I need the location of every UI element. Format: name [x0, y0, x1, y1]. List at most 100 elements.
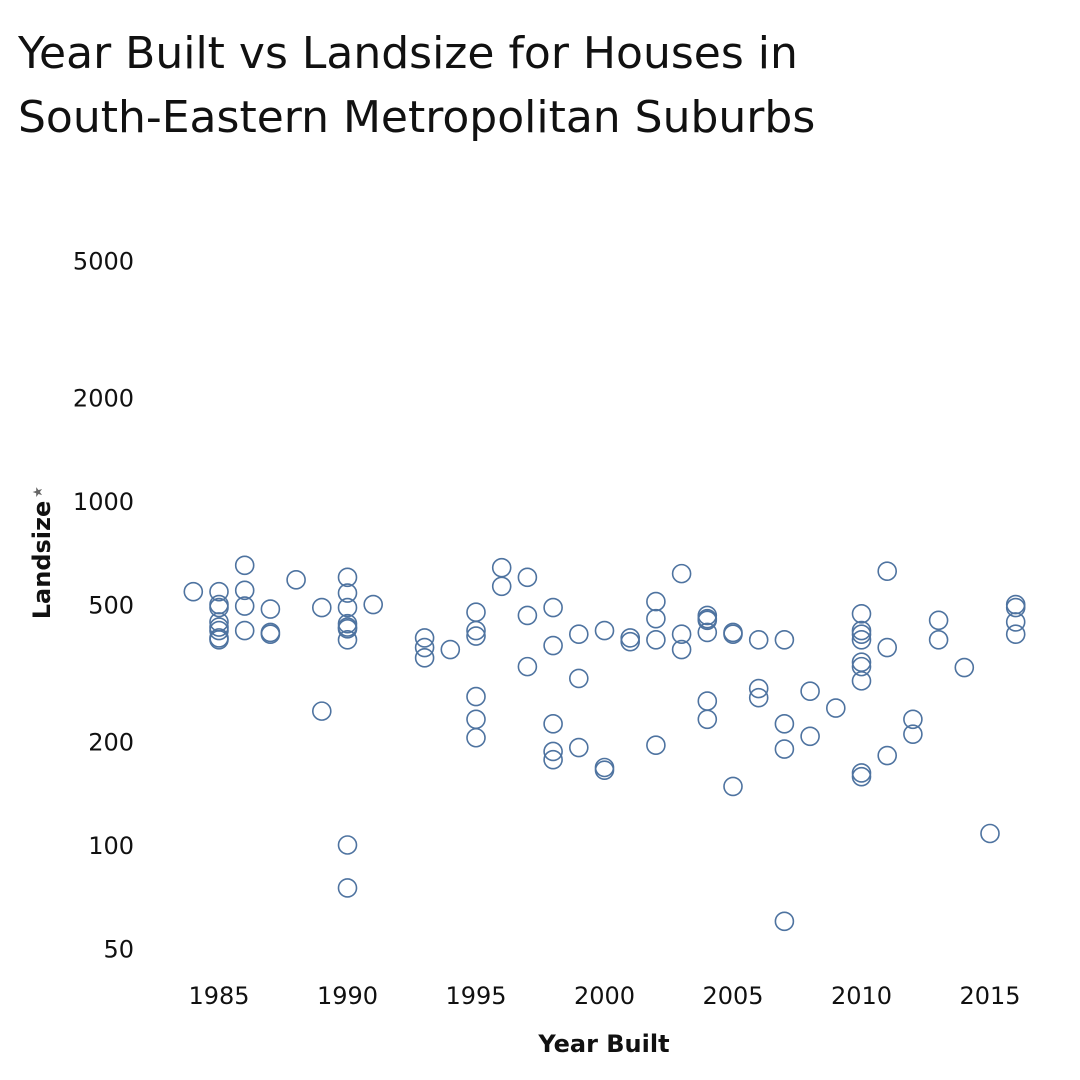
data-point[interactable] [646, 591, 666, 612]
data-point[interactable] [234, 596, 255, 616]
data-point[interactable] [260, 622, 281, 643]
data-point[interactable] [183, 581, 204, 602]
y-tick-label: 200 [88, 728, 134, 756]
data-point[interactable] [851, 763, 872, 783]
data-point[interactable] [414, 637, 435, 658]
data-point[interactable] [209, 581, 229, 602]
data-point[interactable] [697, 610, 718, 631]
data-point[interactable] [774, 714, 795, 734]
data-point[interactable] [774, 911, 795, 932]
data-point[interactable] [748, 687, 769, 708]
data-point[interactable] [646, 735, 666, 756]
data-point[interactable] [466, 709, 486, 730]
data-point[interactable] [774, 629, 795, 650]
data-point[interactable] [414, 648, 435, 668]
x-tick-label: 1990 [317, 982, 378, 1010]
data-point[interactable] [568, 668, 589, 689]
data-point[interactable] [851, 656, 872, 677]
data-point[interactable] [337, 878, 358, 898]
data-point[interactable] [825, 698, 846, 718]
data-point[interactable] [543, 749, 563, 770]
data-point[interactable] [1005, 597, 1026, 618]
data-point[interactable] [671, 563, 692, 584]
data-point[interactable] [928, 629, 949, 650]
data-point[interactable] [723, 622, 743, 643]
data-point[interactable] [620, 628, 641, 648]
data-point[interactable] [209, 629, 229, 650]
data-point[interactable] [851, 624, 872, 645]
data-point[interactable] [646, 608, 666, 629]
data-point[interactable] [980, 823, 1000, 844]
data-point[interactable] [286, 570, 306, 590]
data-point[interactable] [337, 597, 358, 618]
data-point[interactable] [337, 835, 358, 855]
data-point[interactable] [337, 583, 358, 603]
data-point[interactable] [234, 620, 255, 641]
data-point[interactable] [723, 624, 743, 645]
data-point[interactable] [903, 724, 923, 744]
data-point[interactable] [697, 691, 718, 711]
y-axis-title-group: Landsize [28, 501, 56, 620]
data-point[interactable] [851, 629, 872, 650]
data-point[interactable] [311, 701, 332, 721]
data-point[interactable] [234, 555, 255, 576]
data-point[interactable] [851, 652, 872, 672]
data-point[interactable] [748, 678, 769, 699]
data-point[interactable] [517, 605, 538, 626]
data-point[interactable] [337, 619, 358, 639]
data-point[interactable] [543, 741, 563, 762]
data-point[interactable] [491, 576, 512, 597]
data-point[interactable] [620, 631, 641, 652]
data-point[interactable] [466, 620, 486, 641]
data-point[interactable] [851, 671, 872, 691]
y-tick-label: 2000 [73, 384, 134, 412]
data-point[interactable] [543, 635, 563, 656]
data-point[interactable] [877, 637, 898, 658]
data-point[interactable] [671, 624, 692, 645]
data-point[interactable] [748, 629, 769, 650]
data-point[interactable] [337, 567, 358, 588]
data-point[interactable] [877, 561, 898, 582]
y-axis-pin-icon[interactable]: ★ [31, 486, 46, 498]
data-point[interactable] [260, 599, 281, 619]
data-point[interactable] [800, 681, 820, 701]
data-point[interactable] [697, 709, 718, 730]
data-point[interactable] [491, 557, 512, 578]
y-axis-title: Landsize [28, 501, 56, 620]
data-point[interactable] [234, 580, 255, 601]
data-point[interactable] [903, 709, 923, 730]
data-point[interactable] [517, 656, 538, 677]
data-point[interactable] [363, 594, 384, 615]
data-point[interactable] [646, 629, 666, 650]
data-point[interactable] [594, 760, 615, 780]
data-point[interactable] [209, 620, 229, 641]
data-point[interactable] [877, 745, 898, 766]
data-point[interactable] [723, 776, 743, 797]
data-point[interactable] [1005, 624, 1026, 645]
data-point[interactable] [774, 739, 795, 759]
data-point[interactable] [466, 626, 486, 646]
data-point[interactable] [851, 603, 872, 624]
data-point[interactable] [466, 686, 486, 707]
data-point[interactable] [543, 714, 563, 734]
data-point[interactable] [311, 597, 332, 618]
data-point[interactable] [568, 737, 589, 758]
data-point[interactable] [568, 624, 589, 645]
data-point[interactable] [697, 622, 718, 643]
data-point[interactable] [466, 602, 486, 623]
data-point[interactable] [954, 657, 975, 678]
data-point[interactable] [594, 620, 615, 641]
data-point[interactable] [800, 726, 820, 747]
data-point[interactable] [671, 639, 692, 660]
data-point[interactable] [466, 727, 486, 748]
data-point[interactable] [260, 624, 281, 645]
data-point[interactable] [517, 567, 538, 588]
data-point[interactable] [209, 597, 229, 618]
data-point[interactable] [543, 597, 563, 618]
data-point[interactable] [928, 610, 949, 631]
data-point[interactable] [414, 628, 435, 648]
data-point[interactable] [337, 629, 358, 650]
data-point[interactable] [1005, 612, 1026, 632]
data-point[interactable] [440, 639, 461, 660]
data-point[interactable] [851, 766, 872, 787]
